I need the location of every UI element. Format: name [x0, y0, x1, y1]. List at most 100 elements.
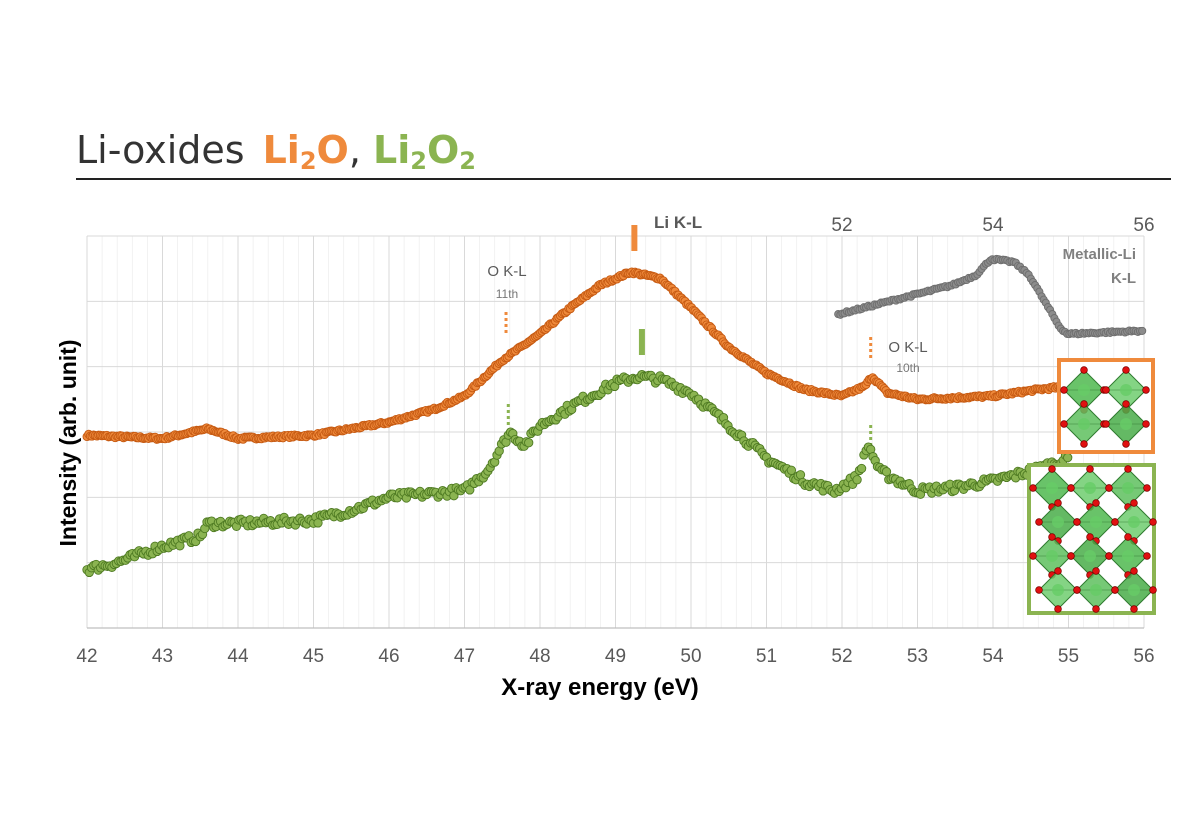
lithium-atom	[1090, 584, 1102, 596]
x-tick-label: 55	[1058, 646, 1079, 667]
okl-10-label: O K-L	[888, 339, 927, 356]
li2o2-point	[795, 470, 806, 480]
slide-title: Li-oxides Li2O, Li2O2	[76, 128, 476, 175]
oxygen-atom	[1073, 586, 1081, 594]
oxygen-atom	[1130, 605, 1138, 613]
lithium-atom	[1046, 550, 1058, 562]
x-tick-label: 42	[76, 646, 97, 667]
x-tick-label: 54	[982, 646, 1004, 667]
x-axis-label: X-ray energy (eV)	[501, 674, 698, 701]
x-tick-label: 47	[454, 646, 475, 667]
series-group	[82, 254, 1147, 578]
metallic-li-point	[1138, 326, 1147, 335]
lithium-atom	[1052, 584, 1064, 596]
oxygen-atom	[1092, 499, 1100, 507]
title-li2o2: Li2O2	[373, 128, 476, 175]
li2o2-point	[856, 463, 867, 474]
oxygen-atom	[1111, 586, 1119, 594]
x-tick-label: 56	[1133, 646, 1154, 667]
oxygen-atom	[1130, 567, 1138, 575]
oxygen-atom	[1143, 552, 1151, 560]
li2o-rest: O	[316, 128, 349, 172]
oxygen-atom	[1048, 533, 1056, 541]
x-tick-label: 53	[907, 646, 928, 667]
oxygen-atom	[1067, 484, 1075, 492]
lithium-atom	[1128, 516, 1140, 528]
li2o2-point	[786, 465, 797, 475]
oxygen-atom	[1080, 440, 1088, 448]
oxygen-atom	[1124, 465, 1132, 473]
title-prefix: Li-oxides	[76, 128, 245, 172]
oxygen-atom	[1105, 552, 1113, 560]
x-tick-label: 49	[605, 646, 626, 667]
oxygen-atom	[1122, 400, 1130, 408]
metallic-label-line2: K-L	[1111, 270, 1136, 287]
secondary-x-tick-label: 56	[1133, 215, 1154, 236]
x-tick-label: 48	[529, 646, 550, 667]
lithium-atom	[1120, 418, 1132, 430]
oxygen-atom	[1035, 518, 1043, 526]
li2o2-point	[1063, 452, 1073, 463]
li-kl-marker-li2o	[631, 225, 638, 251]
secondary-x-tick-label: 52	[831, 215, 852, 236]
metallic-li-series	[834, 254, 1147, 339]
li2o2-crystal-structure	[1027, 463, 1157, 615]
li2o-inset-frame	[1057, 358, 1155, 454]
oxygen-atom	[1029, 552, 1037, 560]
oxygen-atom	[1054, 567, 1062, 575]
lithium-atom	[1084, 550, 1096, 562]
lithium-atom	[1046, 482, 1058, 494]
x-axis-ticks: 42 43 44 45 46 47 48 49 50 51 52 53 54 55 56	[76, 646, 1154, 667]
y-axis-label: Intensity (arb. unit)	[55, 340, 81, 547]
oxygen-atom	[1086, 465, 1094, 473]
oxygen-atom	[1086, 533, 1094, 541]
oxygen-atom	[1149, 586, 1157, 594]
li2o2-subscript-o: 2	[459, 147, 476, 175]
title-underline	[76, 178, 1171, 180]
li2o-base: Li	[262, 128, 300, 172]
oxygen-atom	[1073, 518, 1081, 526]
oxygen-atom	[1143, 484, 1151, 492]
lithium-atom	[1090, 516, 1102, 528]
chart-labels: X-ray energy (eV) Intensity (arb. unit) …	[55, 213, 1136, 701]
oxygen-atom	[1111, 518, 1119, 526]
oxygen-atom	[1080, 366, 1088, 374]
x-tick-label: 45	[303, 646, 324, 667]
lithium-atom	[1052, 516, 1064, 528]
oxygen-atom	[1054, 499, 1062, 507]
li2o2-subscript-li: 2	[410, 147, 427, 175]
lithium-atom	[1078, 384, 1090, 396]
lithium-atom	[1120, 384, 1132, 396]
li2o2-point	[881, 467, 892, 477]
x-tick-label: 50	[680, 646, 701, 667]
oxygen-atom	[1102, 386, 1110, 394]
lithium-atom	[1122, 482, 1134, 494]
oxygen-atom	[1054, 605, 1062, 613]
li2o2-point	[852, 475, 862, 485]
oxygen-atom	[1067, 552, 1075, 560]
x-tick-label: 51	[756, 646, 777, 667]
li2o2-series	[82, 369, 1073, 578]
oxygen-atom	[1092, 605, 1100, 613]
x-tick-label: 52	[831, 646, 852, 667]
lithium-atom	[1122, 550, 1134, 562]
okl-11-order: 11th	[496, 287, 518, 301]
metallic-label-line1: Metallic-Li	[1063, 246, 1136, 263]
oxygen-atom	[1124, 533, 1132, 541]
li2o-subscript: 2	[299, 147, 317, 175]
grid	[86, 235, 1145, 629]
oxygen-atom	[1080, 400, 1088, 408]
okl-11-label: O K-L	[487, 263, 526, 280]
lithium-atom	[1078, 418, 1090, 430]
oxygen-atom	[1102, 420, 1110, 428]
oxygen-atom	[1105, 484, 1113, 492]
li2o2-point	[524, 438, 534, 448]
li2o2-rest: O	[426, 128, 460, 172]
title-separator: ,	[348, 128, 361, 172]
secondary-x-tick-label: 54	[982, 215, 1004, 236]
oxygen-atom	[1060, 420, 1068, 428]
x-tick-label: 46	[378, 646, 399, 667]
li2o2-base: Li	[373, 128, 411, 172]
oxygen-atom	[1149, 518, 1157, 526]
